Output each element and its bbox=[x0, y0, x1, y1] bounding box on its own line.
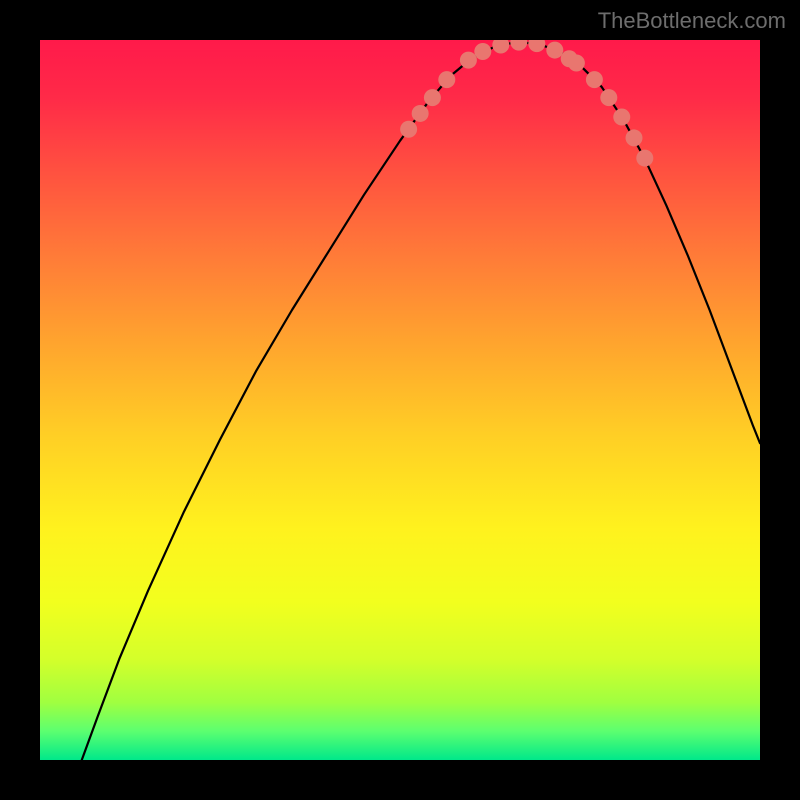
chart-container: TheBottleneck.com bbox=[0, 0, 800, 800]
data-point bbox=[600, 89, 617, 106]
data-point bbox=[586, 71, 603, 88]
gradient-background bbox=[40, 40, 760, 760]
chart-svg bbox=[40, 40, 760, 760]
data-point bbox=[568, 55, 585, 72]
data-point bbox=[546, 42, 563, 59]
data-point bbox=[626, 129, 643, 146]
data-point bbox=[438, 71, 455, 88]
data-point bbox=[412, 105, 429, 122]
data-point bbox=[400, 121, 417, 138]
data-point bbox=[474, 43, 491, 60]
plot-area bbox=[40, 40, 760, 760]
data-point bbox=[636, 150, 653, 167]
data-point bbox=[424, 89, 441, 106]
watermark-text: TheBottleneck.com bbox=[598, 8, 786, 34]
data-point bbox=[613, 109, 630, 126]
data-point bbox=[460, 52, 477, 69]
